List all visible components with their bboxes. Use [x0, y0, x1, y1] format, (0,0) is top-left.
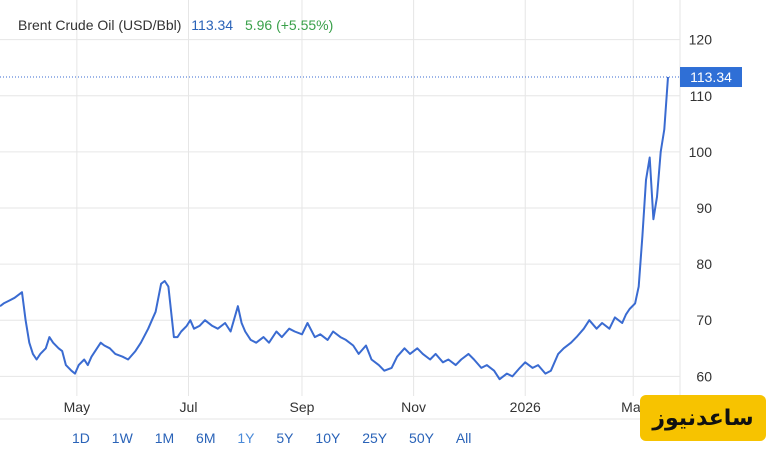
last-value-badge: 113.34	[680, 67, 742, 88]
y-tick-label: 110	[690, 88, 713, 104]
x-tick-label: May	[64, 399, 90, 415]
instrument-price: 113.34	[191, 17, 234, 33]
range-button-1y[interactable]: 1Y	[237, 430, 255, 446]
y-axis-ticks: 60 70 80 90 100 110 120	[689, 32, 713, 385]
range-button-6m[interactable]: 6M	[196, 430, 216, 446]
range-selector: 1D 1W 1M 6M 1Y 5Y 10Y 25Y 50Y All	[72, 430, 471, 446]
range-button-50y[interactable]: 50Y	[409, 430, 434, 446]
x-tick-label: Mar	[621, 399, 645, 415]
y-axis-background	[680, 0, 776, 396]
grid-lines	[0, 0, 680, 396]
range-button-1d[interactable]: 1D	[72, 430, 90, 446]
x-tick-label: Nov	[401, 399, 426, 415]
range-button-1m[interactable]: 1M	[154, 430, 175, 446]
last-value-label: 113.34	[690, 69, 732, 85]
chart-header: Brent Crude Oil (USD/Bbl) 113.34 5.96 (+…	[18, 17, 333, 33]
y-tick-label: 80	[696, 256, 712, 272]
range-button-all[interactable]: All	[455, 430, 472, 446]
y-tick-label: 120	[689, 32, 713, 48]
series-line-brent[interactable]	[0, 76, 669, 381]
instrument-change: 5.96 (+5.55%)	[244, 17, 334, 33]
instrument-name: Brent Crude Oil (USD/Bbl)	[18, 17, 182, 33]
x-tick-label: 2026	[510, 399, 541, 415]
y-tick-label: 60	[696, 368, 712, 384]
y-tick-label: 90	[696, 200, 712, 216]
range-button-10y[interactable]: 10Y	[315, 430, 341, 446]
y-tick-label: 100	[689, 144, 713, 160]
x-tick-label: Jul	[180, 399, 198, 415]
range-button-5y[interactable]: 5Y	[276, 430, 294, 446]
range-button-25y[interactable]: 25Y	[362, 430, 388, 446]
x-axis-ticks: May Jul Sep Nov 2026 Mar	[64, 399, 646, 415]
range-button-1w[interactable]: 1W	[111, 430, 133, 446]
y-tick-label: 70	[696, 312, 712, 328]
x-tick-label: Sep	[290, 399, 315, 415]
watermark-logo: ساعدنیوز	[640, 395, 766, 441]
